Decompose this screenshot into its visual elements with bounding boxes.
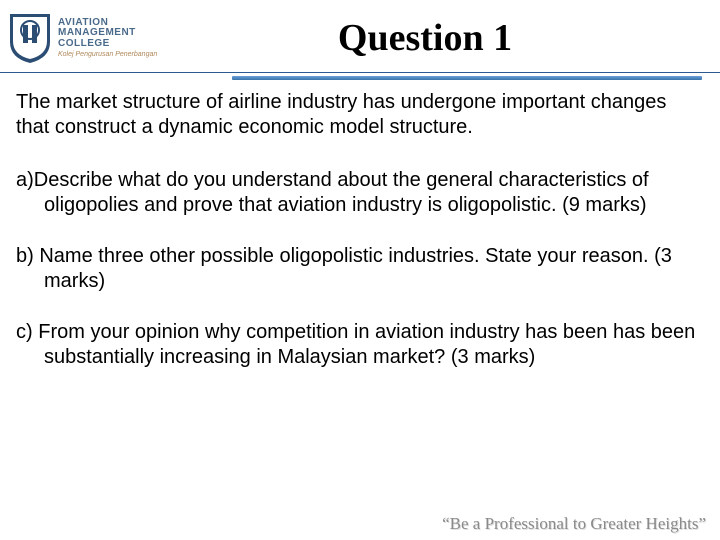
question-body: Name three other possible oligopolistic … (34, 245, 672, 292)
logo-line-3: COLLEGE (58, 39, 157, 50)
question-c: c) From your opinion why competition in … (16, 320, 704, 370)
header: AVIATION MANAGEMENT COLLEGE Kolej Pengur… (0, 0, 720, 72)
question-body: From your opinion why competition in avi… (33, 321, 696, 368)
logo-tagline: Kolej Pengurusan Penerbangan (58, 51, 157, 58)
shield-icon (8, 12, 52, 64)
question-label: c) (16, 321, 33, 343)
logo-text: AVIATION MANAGEMENT COLLEGE Kolej Pengur… (58, 18, 157, 59)
question-a: a)Describe what do you understand about … (16, 168, 704, 218)
college-logo: AVIATION MANAGEMENT COLLEGE Kolej Pengur… (8, 12, 198, 64)
intro-text: The market structure of airline industry… (16, 90, 704, 140)
question-label: a) (16, 169, 34, 191)
footer-motto: “Be a Professional to Greater Heights” (442, 514, 706, 534)
logo-line-2: MANAGEMENT (58, 28, 157, 39)
content: The market structure of airline industry… (0, 72, 720, 370)
question-label: b) (16, 245, 34, 267)
question-body: Describe what do you understand about th… (34, 169, 649, 216)
header-divider (0, 72, 720, 86)
page-title: Question 1 (198, 16, 712, 60)
question-b: b) Name three other possible oligopolist… (16, 244, 704, 294)
